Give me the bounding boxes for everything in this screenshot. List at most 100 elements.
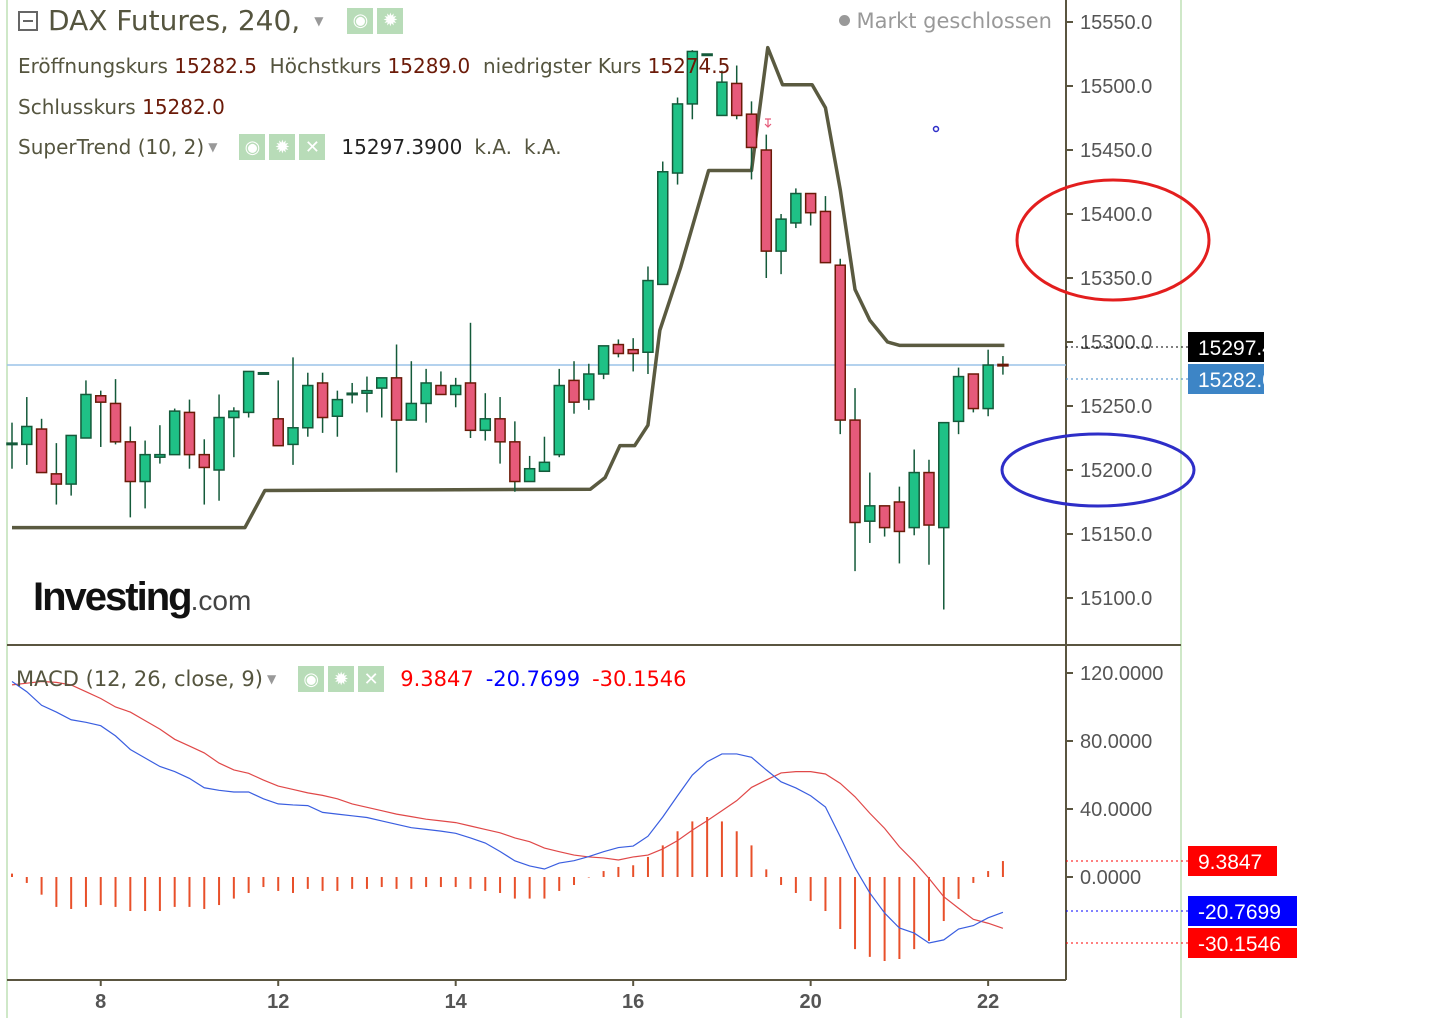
chevron-down-icon[interactable]: ▼ <box>314 13 324 28</box>
candle[interactable] <box>494 397 506 464</box>
candle[interactable] <box>612 339 625 358</box>
price-tick-label: 15550.0 <box>1080 12 1152 34</box>
candle[interactable] <box>109 379 122 445</box>
candle[interactable] <box>257 371 270 375</box>
candle[interactable] <box>50 443 63 505</box>
candle[interactable] <box>509 421 521 492</box>
candle[interactable] <box>952 367 965 435</box>
eye-icon[interactable]: ◉ <box>298 666 325 692</box>
candle[interactable] <box>65 434 77 496</box>
close-icon[interactable]: ✕ <box>299 134 326 160</box>
candle[interactable] <box>272 380 284 447</box>
candle[interactable] <box>35 418 48 474</box>
candle[interactable] <box>642 266 654 374</box>
candle-body-down <box>893 501 906 533</box>
candle[interactable] <box>183 399 196 469</box>
drawing-point-marker[interactable] <box>932 125 940 133</box>
candle[interactable] <box>716 70 728 117</box>
candle[interactable] <box>997 356 1009 375</box>
candle[interactable] <box>553 368 565 458</box>
candle[interactable] <box>804 192 817 226</box>
eye-icon[interactable]: ◉ <box>239 134 266 160</box>
macd-pane[interactable] <box>11 680 1004 961</box>
candle[interactable] <box>464 322 477 438</box>
candle[interactable] <box>908 449 920 536</box>
candle[interactable] <box>198 439 211 505</box>
red-ellipse-annotation[interactable] <box>1015 178 1211 302</box>
candle[interactable] <box>228 407 240 458</box>
candle[interactable] <box>390 344 403 473</box>
candle[interactable] <box>479 393 492 441</box>
candle[interactable] <box>168 408 181 456</box>
candle[interactable] <box>361 376 373 413</box>
candle[interactable] <box>287 357 299 465</box>
candle[interactable] <box>938 421 950 610</box>
candle[interactable] <box>154 425 166 464</box>
candle[interactable] <box>523 455 536 483</box>
candle[interactable] <box>745 101 758 180</box>
macd-signal-label-text: -30.1546 <box>1198 933 1281 956</box>
gear-icon[interactable]: ✹ <box>377 7 404 34</box>
candle[interactable] <box>849 388 861 572</box>
close-icon[interactable]: ✕ <box>358 666 385 692</box>
candle[interactable] <box>982 349 994 417</box>
candle[interactable] <box>376 377 388 418</box>
candle[interactable] <box>967 373 980 413</box>
event-marker-icon[interactable] <box>764 118 772 128</box>
macd-hist-label-bg <box>1188 846 1277 876</box>
candle[interactable] <box>819 196 832 264</box>
candle[interactable] <box>686 50 699 120</box>
candle[interactable] <box>923 459 935 565</box>
chevron-down-icon[interactable]: ▼ <box>266 672 277 686</box>
candle[interactable] <box>597 345 610 380</box>
candle[interactable] <box>671 97 684 185</box>
candle[interactable] <box>730 65 743 120</box>
candle[interactable] <box>893 486 906 564</box>
candle[interactable] <box>302 372 314 437</box>
candle[interactable] <box>139 440 151 509</box>
candle[interactable] <box>420 368 432 423</box>
candle[interactable] <box>242 370 255 418</box>
supertrend-label[interactable]: SuperTrend (10, 2) <box>18 135 205 159</box>
supertrend-line[interactable] <box>12 45 1005 530</box>
candle[interactable] <box>790 188 802 229</box>
candle[interactable] <box>878 505 891 537</box>
gear-icon[interactable]: ✹ <box>269 134 296 160</box>
candle[interactable] <box>449 377 462 408</box>
macd-signal-line[interactable] <box>11 680 1004 929</box>
candle[interactable] <box>80 380 92 439</box>
candle-body-up <box>597 345 610 375</box>
candle[interactable] <box>6 422 18 469</box>
candle[interactable] <box>435 371 447 396</box>
candle[interactable] <box>775 214 787 275</box>
candle[interactable] <box>21 397 33 465</box>
candle[interactable] <box>760 134 773 278</box>
candle[interactable] <box>213 394 225 501</box>
gear-icon[interactable]: ✹ <box>328 666 355 692</box>
candle[interactable] <box>834 258 846 435</box>
candle[interactable] <box>568 361 580 414</box>
chevron-down-icon[interactable]: ▼ <box>208 140 218 154</box>
candle[interactable] <box>124 426 137 518</box>
blue-ellipse-annotation[interactable] <box>1000 432 1196 508</box>
candle[interactable] <box>94 390 107 447</box>
candle[interactable] <box>538 436 551 473</box>
price-pane[interactable] <box>6 45 1066 610</box>
candle-body-down <box>878 505 891 529</box>
candle[interactable] <box>405 361 418 421</box>
candle[interactable] <box>864 472 876 543</box>
eye-icon[interactable]: ◉ <box>347 7 374 34</box>
candle[interactable] <box>627 338 639 372</box>
candle[interactable] <box>316 372 329 433</box>
candle[interactable] <box>583 363 595 410</box>
macd-label[interactable]: MACD (12, 26, close, 9) <box>16 667 263 691</box>
symbol-title[interactable]: DAX Futures, 240, <box>48 4 301 37</box>
macd-line[interactable] <box>11 681 1004 944</box>
close-label: Schlusskurs <box>18 95 136 119</box>
candle[interactable] <box>346 382 358 404</box>
candle[interactable] <box>657 161 669 286</box>
candle[interactable] <box>331 390 344 437</box>
collapse-icon[interactable] <box>18 10 38 31</box>
candle[interactable] <box>701 53 713 57</box>
